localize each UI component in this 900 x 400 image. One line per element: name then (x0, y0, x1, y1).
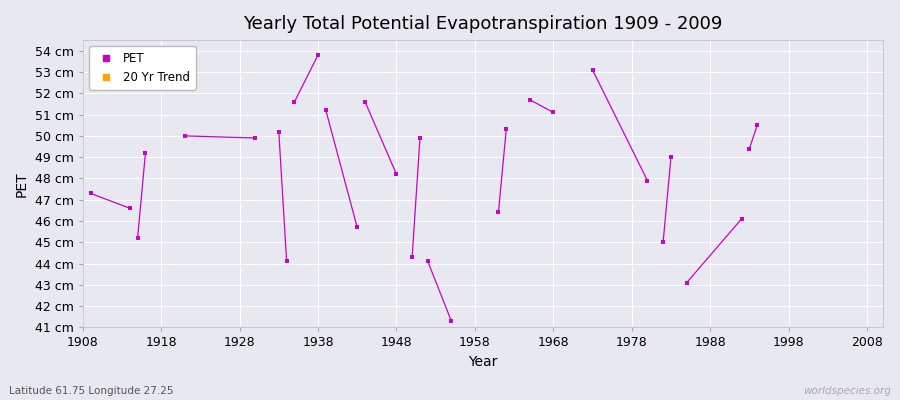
Point (750, 122, 764, 128)
Point (742, 146, 757, 152)
Point (319, 107, 333, 114)
Point (420, 258, 435, 265)
Point (350, 224, 365, 230)
Text: Latitude 61.75 Longitude 27.25: Latitude 61.75 Longitude 27.25 (9, 386, 174, 396)
Text: worldspecies.org: worldspecies.org (803, 386, 891, 396)
Point (310, 52, 325, 58)
Point (523, 96, 537, 103)
Point (139, 150, 153, 156)
Point (248, 135, 263, 141)
Point (585, 67, 599, 73)
Point (680, 280, 694, 286)
X-axis label: Year: Year (468, 355, 498, 369)
Point (405, 254, 419, 260)
Point (272, 128, 286, 135)
Point (546, 109, 561, 116)
Point (287, 99, 302, 105)
Point (640, 177, 654, 184)
Point (413, 135, 428, 141)
Point (491, 209, 506, 216)
Point (664, 154, 679, 160)
Point (84, 190, 98, 196)
Point (656, 239, 670, 246)
Title: Yearly Total Potential Evapotranspiration 1909 - 2009: Yearly Total Potential Evapotranspiratio… (243, 15, 723, 33)
Point (122, 205, 137, 212)
Y-axis label: PET: PET (15, 171, 29, 196)
Legend: PET, 20 Yr Trend: PET, 20 Yr Trend (88, 46, 195, 90)
Point (734, 216, 749, 222)
Point (444, 318, 458, 324)
Point (358, 99, 373, 105)
Point (279, 258, 293, 265)
Point (130, 235, 145, 241)
Point (500, 126, 514, 133)
Point (389, 171, 403, 177)
Point (177, 133, 192, 139)
